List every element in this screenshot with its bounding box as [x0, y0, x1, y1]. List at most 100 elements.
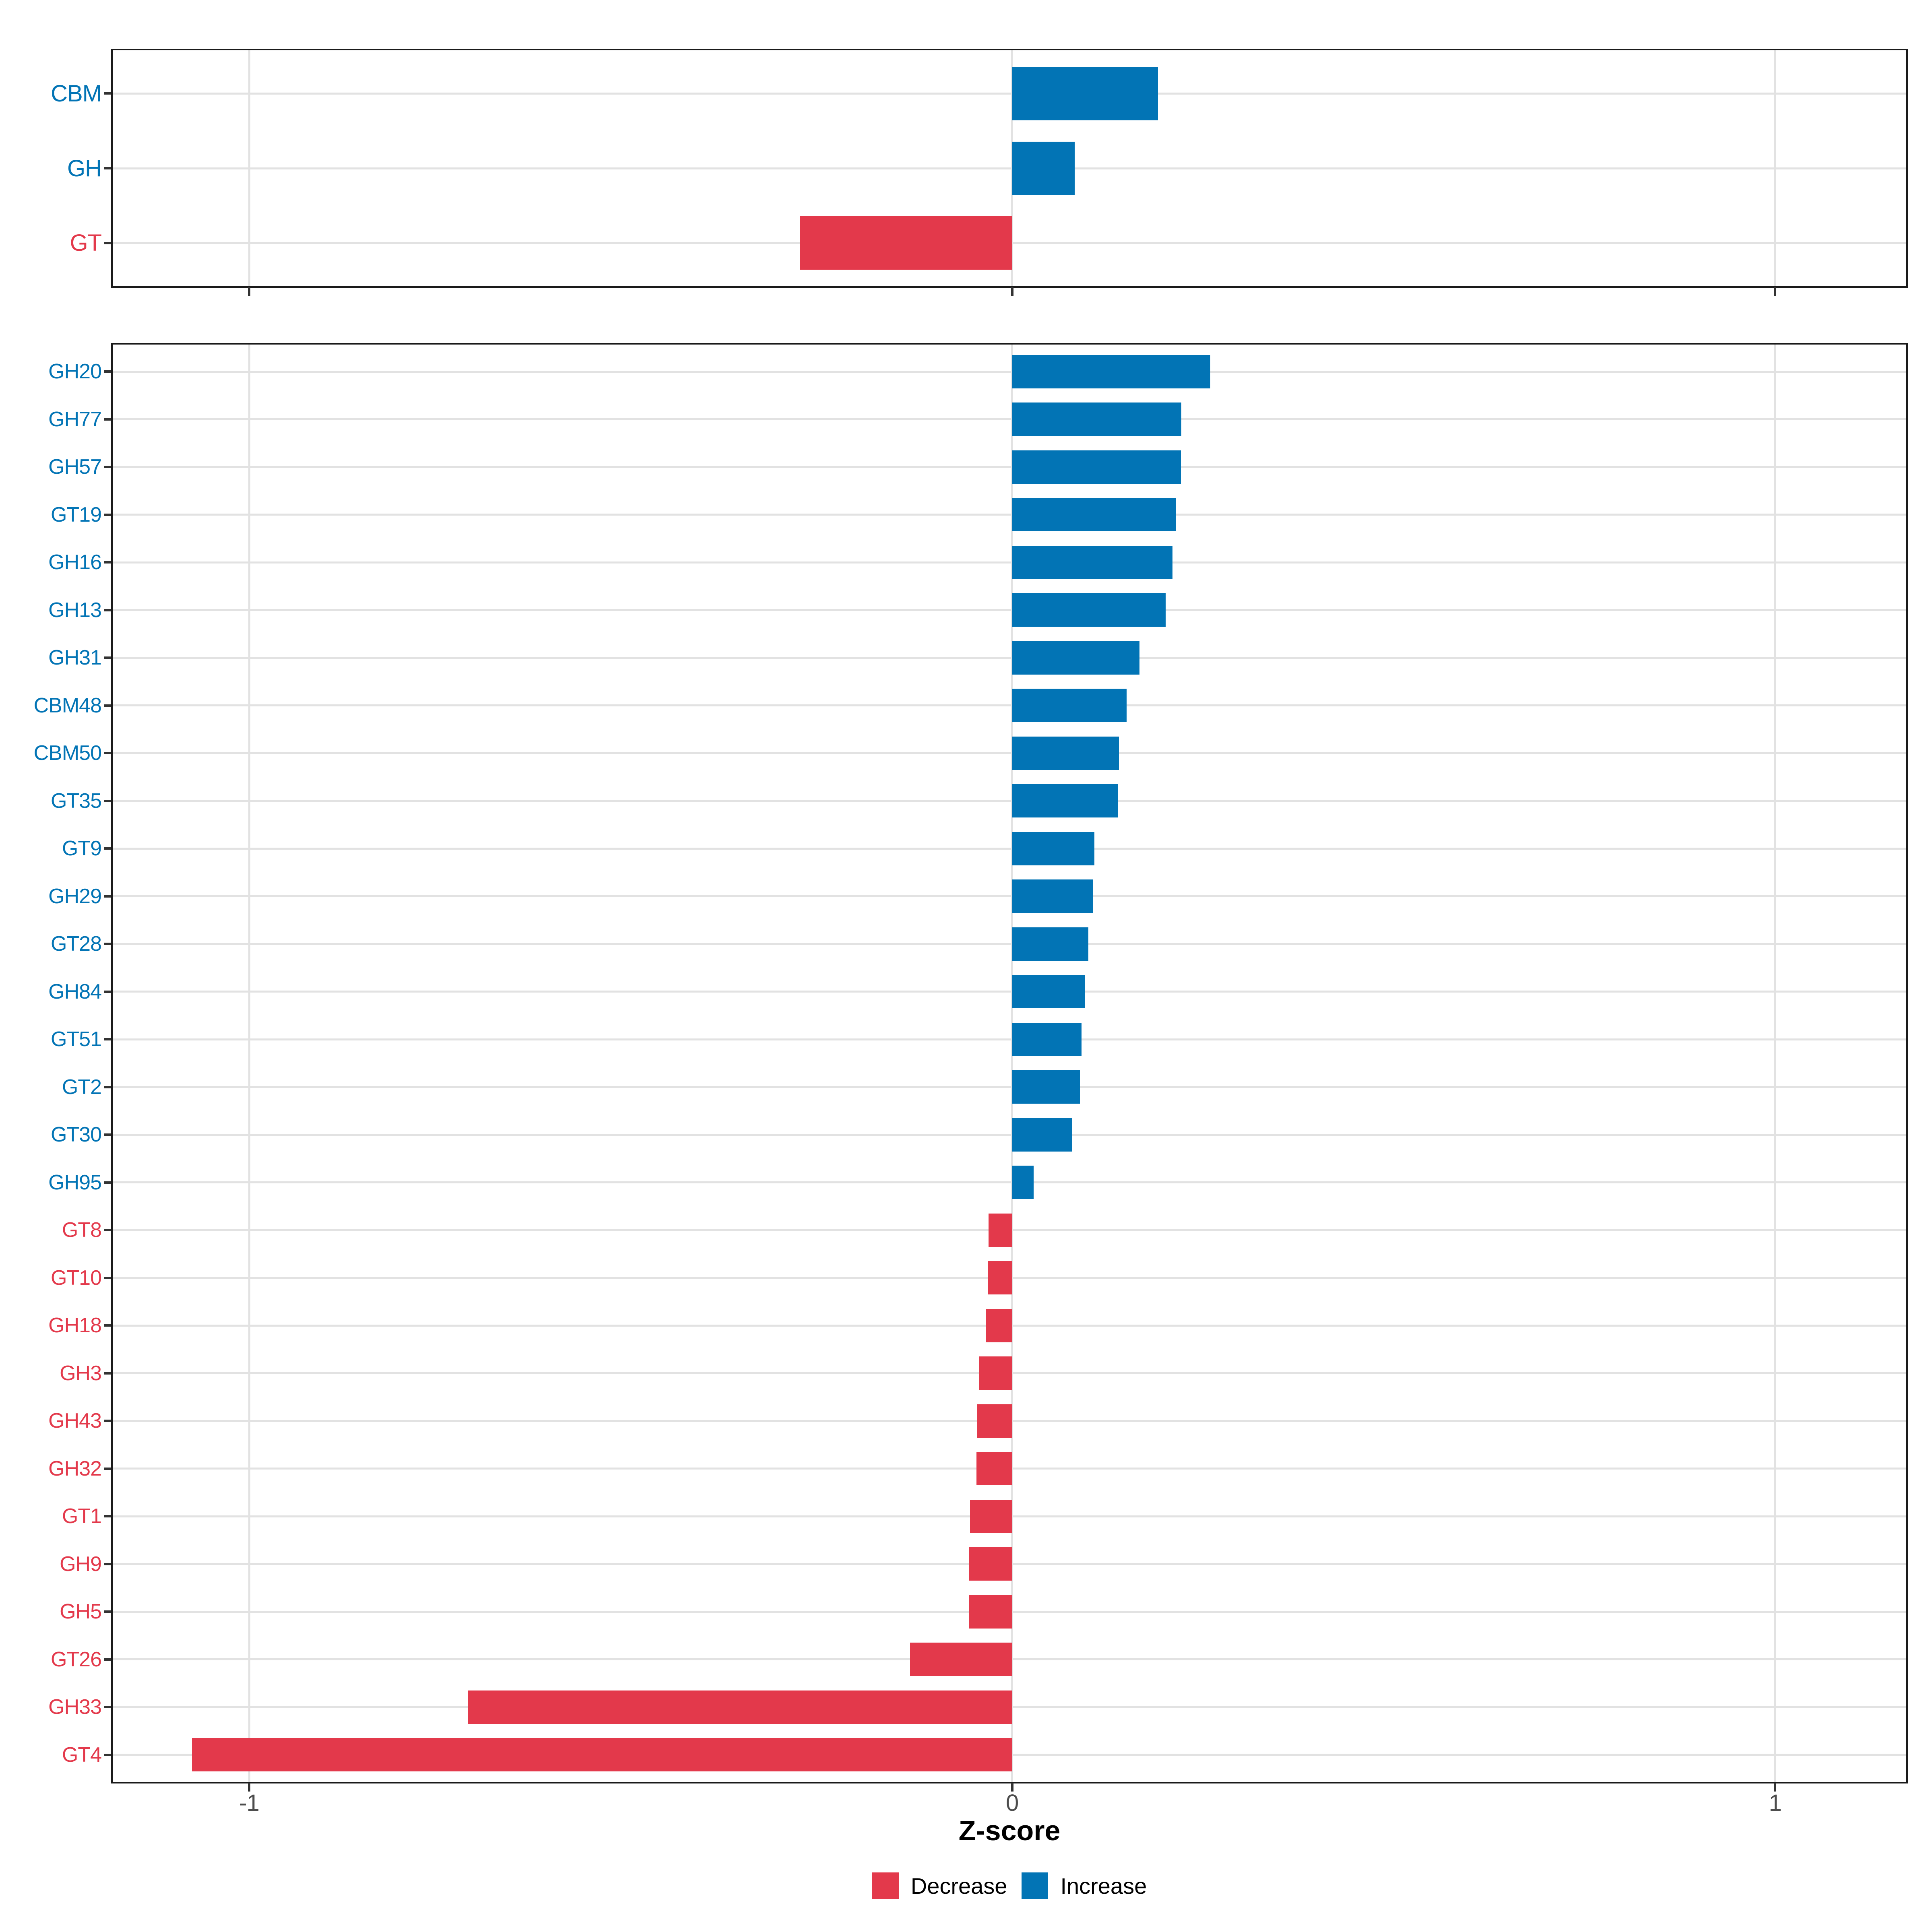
- y-axis-tick: [104, 943, 111, 945]
- x-axis-tick: [1011, 287, 1013, 296]
- bar-decrease: [986, 1309, 1012, 1342]
- legend: Decrease Increase: [111, 1872, 1908, 1899]
- gridline-horizontal: [113, 514, 1906, 516]
- gridline-horizontal: [113, 800, 1906, 802]
- category-label: GH77: [48, 407, 102, 431]
- y-axis-tick: [104, 847, 111, 850]
- y-axis-tick: [104, 1515, 111, 1518]
- bar-decrease: [976, 1452, 1012, 1486]
- legend-label: Decrease: [910, 1873, 1007, 1899]
- bar-increase: [1012, 975, 1085, 1009]
- bar-increase: [1012, 879, 1093, 913]
- category-label: GT19: [50, 503, 102, 526]
- y-axis-tick: [104, 418, 111, 421]
- bar-decrease: [979, 1356, 1012, 1390]
- bar-decrease: [910, 1643, 1012, 1676]
- category-label: GT26: [50, 1647, 102, 1671]
- category-label: CBM48: [33, 694, 102, 717]
- category-label: GT10: [50, 1266, 102, 1290]
- category-label: GT1: [62, 1505, 102, 1528]
- bar-decrease: [970, 1499, 1012, 1533]
- bar-increase: [1012, 1118, 1073, 1152]
- y-axis-tick: [104, 1753, 111, 1756]
- category-label: GH84: [48, 980, 102, 1003]
- y-axis-tick: [104, 1086, 111, 1088]
- category-label: GH18: [48, 1314, 102, 1338]
- category-label: GH13: [48, 598, 102, 622]
- increase-swatch: [1022, 1872, 1049, 1899]
- gridline-horizontal: [113, 466, 1906, 468]
- category-label: GT8: [62, 1218, 102, 1242]
- y-axis-tick: [104, 656, 111, 659]
- gridline-horizontal: [113, 943, 1906, 945]
- y-axis-tick: [104, 704, 111, 707]
- y-axis-tick: [104, 990, 111, 993]
- gridline-horizontal: [113, 609, 1906, 611]
- category-label: GT: [70, 230, 102, 256]
- y-axis-tick: [104, 1372, 111, 1375]
- x-tick-label: 1: [1769, 1790, 1782, 1816]
- bar-decrease: [800, 216, 1012, 270]
- bar-increase: [1012, 355, 1211, 388]
- bar-decrease: [977, 1404, 1012, 1438]
- x-tick-label: -1: [239, 1790, 260, 1816]
- bar-increase: [1012, 832, 1095, 865]
- y-axis-tick: [104, 1467, 111, 1470]
- y-axis-tick: [104, 1420, 111, 1422]
- category-label: GH31: [48, 646, 102, 670]
- y-axis-tick: [104, 1133, 111, 1136]
- x-axis-tick: [1774, 287, 1777, 296]
- y-axis-tick: [104, 1324, 111, 1327]
- category-label: GT28: [50, 932, 102, 956]
- category-label: GH32: [48, 1457, 102, 1480]
- gridline-horizontal: [113, 1086, 1906, 1088]
- bar-decrease: [468, 1690, 1012, 1724]
- legend-entry-decrease: Decrease: [872, 1872, 1007, 1899]
- bottom-panel-cazyme-families: [111, 343, 1908, 1783]
- bar-increase: [1012, 141, 1075, 195]
- category-label: GT4: [62, 1743, 102, 1767]
- gridline-horizontal: [113, 418, 1906, 421]
- gridline-horizontal: [113, 167, 1906, 169]
- gridline-horizontal: [113, 991, 1906, 993]
- gridline-horizontal: [113, 847, 1906, 850]
- category-label: GT2: [62, 1075, 102, 1099]
- y-axis-tick: [104, 242, 111, 244]
- category-label: GT30: [50, 1123, 102, 1147]
- category-label: GH33: [48, 1695, 102, 1719]
- gridline-horizontal: [113, 752, 1906, 754]
- category-label: GH57: [48, 455, 102, 479]
- gridline-horizontal: [113, 1181, 1906, 1184]
- bar-increase: [1012, 641, 1140, 675]
- gridline-horizontal: [113, 561, 1906, 564]
- gridline-vertical: [1011, 345, 1013, 1782]
- gridline-horizontal: [113, 1133, 1906, 1136]
- y-axis-tick: [104, 799, 111, 802]
- decrease-swatch: [872, 1872, 899, 1899]
- bar-increase: [1012, 1166, 1034, 1199]
- y-axis-tick: [104, 1038, 111, 1041]
- category-label: GH5: [60, 1600, 102, 1624]
- x-axis-tick: [248, 287, 251, 296]
- gridline-horizontal: [113, 704, 1906, 707]
- category-label: GH9: [60, 1552, 102, 1576]
- category-label: GH95: [48, 1170, 102, 1194]
- y-axis-tick: [104, 561, 111, 564]
- category-label: GH20: [48, 360, 102, 384]
- gridline-vertical: [1774, 345, 1776, 1782]
- y-axis-tick: [104, 1276, 111, 1279]
- category-label: GT35: [50, 789, 102, 813]
- bar-increase: [1012, 736, 1119, 770]
- bar-increase: [1012, 450, 1181, 484]
- category-label: GH3: [60, 1361, 102, 1385]
- gridline-horizontal: [113, 370, 1906, 373]
- y-axis-tick: [104, 167, 111, 169]
- y-axis-tick: [104, 1706, 111, 1709]
- bar-decrease: [969, 1547, 1012, 1581]
- gridline-horizontal: [113, 92, 1906, 95]
- y-axis-tick: [104, 1658, 111, 1661]
- bar-increase: [1012, 1022, 1082, 1056]
- bar-increase: [1012, 498, 1177, 532]
- category-label: GT51: [50, 1028, 102, 1051]
